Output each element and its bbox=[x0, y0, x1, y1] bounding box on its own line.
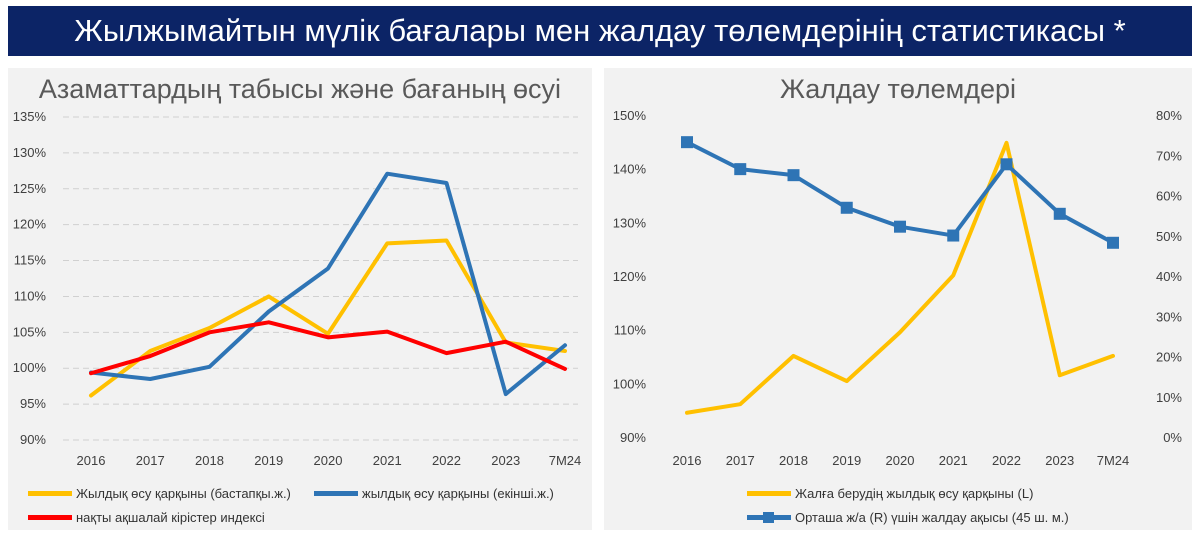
legend-item-blue: Орташа ж/а (R) үшін жалдау ақысы (45 ш. … bbox=[747, 510, 1069, 525]
rent-chart-title: Жалдау төлемдері bbox=[780, 74, 1016, 104]
legend-item-blue: жылдық өсу қарқыны (екінші.ж.) bbox=[314, 486, 554, 501]
series-marker-1 bbox=[947, 229, 960, 242]
page-title: Жылжымайтын мүлік бағалары мен жалдау тө… bbox=[74, 13, 1126, 48]
y-tick-label: 90% bbox=[620, 430, 646, 445]
series-marker-1 bbox=[840, 201, 853, 214]
income-price-chart-panel: Азаматтардың табысы және бағаның өсуі 90… bbox=[8, 68, 592, 530]
series-line-2 bbox=[89, 320, 567, 376]
series-marker-1 bbox=[1053, 207, 1066, 220]
x-tick-label: 2019 bbox=[832, 453, 861, 468]
y-tick-label: 100% bbox=[13, 360, 47, 375]
y-tick-label: 120% bbox=[613, 269, 647, 284]
legend-marker-square bbox=[763, 512, 774, 523]
income-price-legend: Жылдық өсу қарқыны (бастапқы.ж.) жылдық … bbox=[8, 68, 592, 530]
series-marker-1 bbox=[787, 169, 800, 182]
legend-label: Жалға берудің жылдық өсу қарқыны (L) bbox=[795, 486, 1034, 501]
x-tick-label: 2022 bbox=[432, 453, 461, 468]
series-marker-1 bbox=[734, 163, 747, 176]
legend-label: Орташа ж/а (R) үшін жалдау ақысы (45 ш. … bbox=[795, 510, 1069, 525]
y2-tick-label: 40% bbox=[1156, 269, 1182, 284]
legend-item-yellow: Жалға берудің жылдық өсу қарқыны (L) bbox=[747, 486, 1033, 501]
y-tick-label: 125% bbox=[13, 181, 47, 196]
x-tick-label: 2021 bbox=[373, 453, 402, 468]
legend-label: жылдық өсу қарқыны (екінші.ж.) bbox=[362, 486, 554, 501]
x-tick-label: 2016 bbox=[673, 453, 702, 468]
y-tick-label: 140% bbox=[613, 162, 647, 177]
y2-tick-label: 10% bbox=[1156, 390, 1182, 405]
legend-swatch-red bbox=[28, 515, 72, 520]
income-price-chart-title: Азаматтардың табысы және бағаның өсуі bbox=[38, 74, 562, 104]
y-tick-label: 90% bbox=[20, 432, 46, 447]
y2-tick-label: 0% bbox=[1163, 430, 1182, 445]
series-line-1 bbox=[89, 171, 567, 397]
y-tick-label: 115% bbox=[14, 253, 47, 268]
y-tick-label: 110% bbox=[614, 323, 647, 338]
rent-legend: Жалға берудің жылдық өсу қарқыны (L) Орт… bbox=[604, 68, 1192, 530]
y-tick-label: 100% bbox=[613, 376, 647, 391]
income-price-chart: 90% 95% 100% 105% 110% 115% 120% 125% 130% 135% 20… bbox=[13, 109, 582, 468]
x-tick-label: 2023 bbox=[491, 453, 520, 468]
rent-chart: 90% 100% 110% 120% 130% 140% 150% 0% 10% 20% 30% 40… bbox=[613, 108, 1183, 468]
y-tick-label: 150% bbox=[613, 108, 647, 123]
y-tick-label: 130% bbox=[613, 215, 647, 230]
legend-label: Жылдық өсу қарқыны (бастапқы.ж.) bbox=[76, 486, 291, 501]
legend-swatch-yellow bbox=[28, 491, 72, 496]
y-tick-label: 130% bbox=[13, 145, 47, 160]
legend-swatch-blue bbox=[747, 512, 791, 523]
series-line-0 bbox=[685, 140, 1115, 415]
series-marker-1 bbox=[681, 136, 693, 149]
x-tick-label: 2017 bbox=[136, 453, 165, 468]
y2-tick-label: 80% bbox=[1156, 108, 1182, 123]
x-tick-label: 2019 bbox=[254, 453, 283, 468]
legend-swatch-blue bbox=[314, 491, 358, 496]
x-tick-label: 2018 bbox=[195, 453, 224, 468]
rent-chart-panel: Жалдау төлемдері 90% 100% 110% 120% 130% 140%… bbox=[604, 68, 1192, 530]
y-tick-label: 110% bbox=[14, 288, 47, 303]
x-tick-label: 2020 bbox=[314, 453, 343, 468]
y2-tick-label: 30% bbox=[1156, 309, 1182, 324]
legend-label: нақты ақшалай кірістер индексі bbox=[76, 510, 265, 525]
series-marker-1 bbox=[894, 220, 906, 233]
page-banner: Жылжымайтын мүлік бағалары мен жалдау тө… bbox=[8, 6, 1192, 56]
y-tick-label: 105% bbox=[13, 324, 47, 339]
x-tick-label: 2017 bbox=[726, 453, 755, 468]
y-tick-label: 95% bbox=[20, 396, 46, 411]
x-tick-label: 7M24 bbox=[549, 453, 582, 468]
x-tick-label: 2016 bbox=[77, 453, 106, 468]
x-tick-label: 2023 bbox=[1045, 453, 1074, 468]
series-line-0 bbox=[89, 238, 567, 398]
legend-item-yellow: Жылдық өсу қарқыны (бастапқы.ж.) bbox=[28, 486, 291, 501]
x-tick-label: 2018 bbox=[779, 453, 808, 468]
x-tick-label: 2021 bbox=[939, 453, 968, 468]
series-marker-1 bbox=[1000, 158, 1013, 171]
y2-tick-label: 60% bbox=[1156, 189, 1182, 204]
y-tick-label: 120% bbox=[13, 217, 47, 232]
y2-tick-label: 20% bbox=[1156, 350, 1182, 365]
y-tick-label: 135% bbox=[13, 109, 47, 124]
y2-tick-label: 50% bbox=[1156, 229, 1182, 244]
x-tick-label: 7M24 bbox=[1097, 453, 1130, 468]
legend-item-red: нақты ақшалай кірістер индексі bbox=[28, 510, 265, 525]
y2-tick-label: 70% bbox=[1156, 148, 1182, 163]
series-marker-1 bbox=[1107, 236, 1119, 249]
x-tick-label: 2022 bbox=[992, 453, 1021, 468]
x-tick-label: 2020 bbox=[886, 453, 915, 468]
legend-swatch-yellow bbox=[747, 491, 791, 496]
